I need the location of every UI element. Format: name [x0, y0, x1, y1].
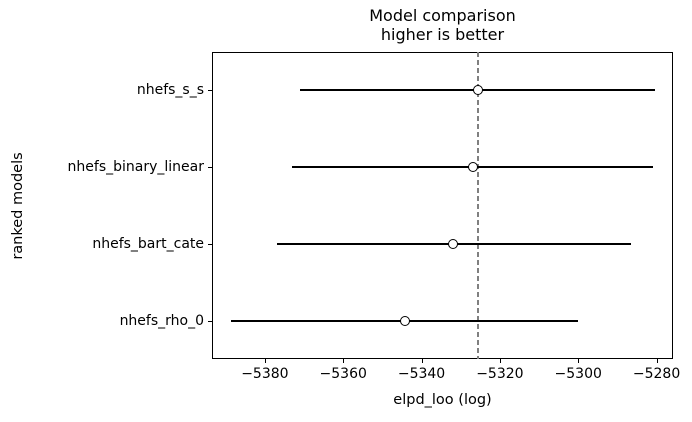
- y-tick-label: nhefs_rho_0: [119, 312, 204, 329]
- plot-area: [212, 52, 673, 359]
- x-axis-title: elpd_loo (log): [393, 392, 492, 408]
- elpd-marker: [399, 315, 410, 326]
- x-tick: [656, 359, 658, 363]
- x-tick: [343, 359, 345, 363]
- chart-title-line2: higher is better: [380, 25, 505, 44]
- x-tick-label: −5320: [476, 366, 524, 382]
- x-tick-label: −5340: [397, 366, 446, 382]
- y-tick-label: nhefs_binary_linear: [67, 159, 204, 176]
- elpd-marker: [447, 238, 458, 249]
- y-tick: [208, 243, 212, 245]
- y-tick-label: nhefs_bart_cate: [92, 235, 204, 252]
- x-tick-label: −5300: [554, 366, 602, 382]
- elpd-marker: [467, 162, 478, 173]
- x-tick: [264, 359, 266, 363]
- y-tick: [208, 320, 212, 322]
- chart-title: Model comparison higher is better: [212, 6, 673, 44]
- x-tick: [499, 359, 501, 363]
- x-tick-label: −5280: [632, 366, 681, 382]
- x-tick-label: −5360: [319, 366, 367, 382]
- y-tick-label: nhefs_s_s: [136, 82, 204, 99]
- x-tick: [421, 359, 423, 363]
- y-tick: [208, 90, 212, 92]
- elpd-marker: [472, 85, 483, 96]
- x-tick-label: −5380: [241, 366, 289, 382]
- x-tick: [578, 359, 580, 363]
- reference-line: [476, 52, 479, 359]
- chart-title-line1: Model comparison: [369, 6, 516, 25]
- y-tick: [208, 167, 212, 169]
